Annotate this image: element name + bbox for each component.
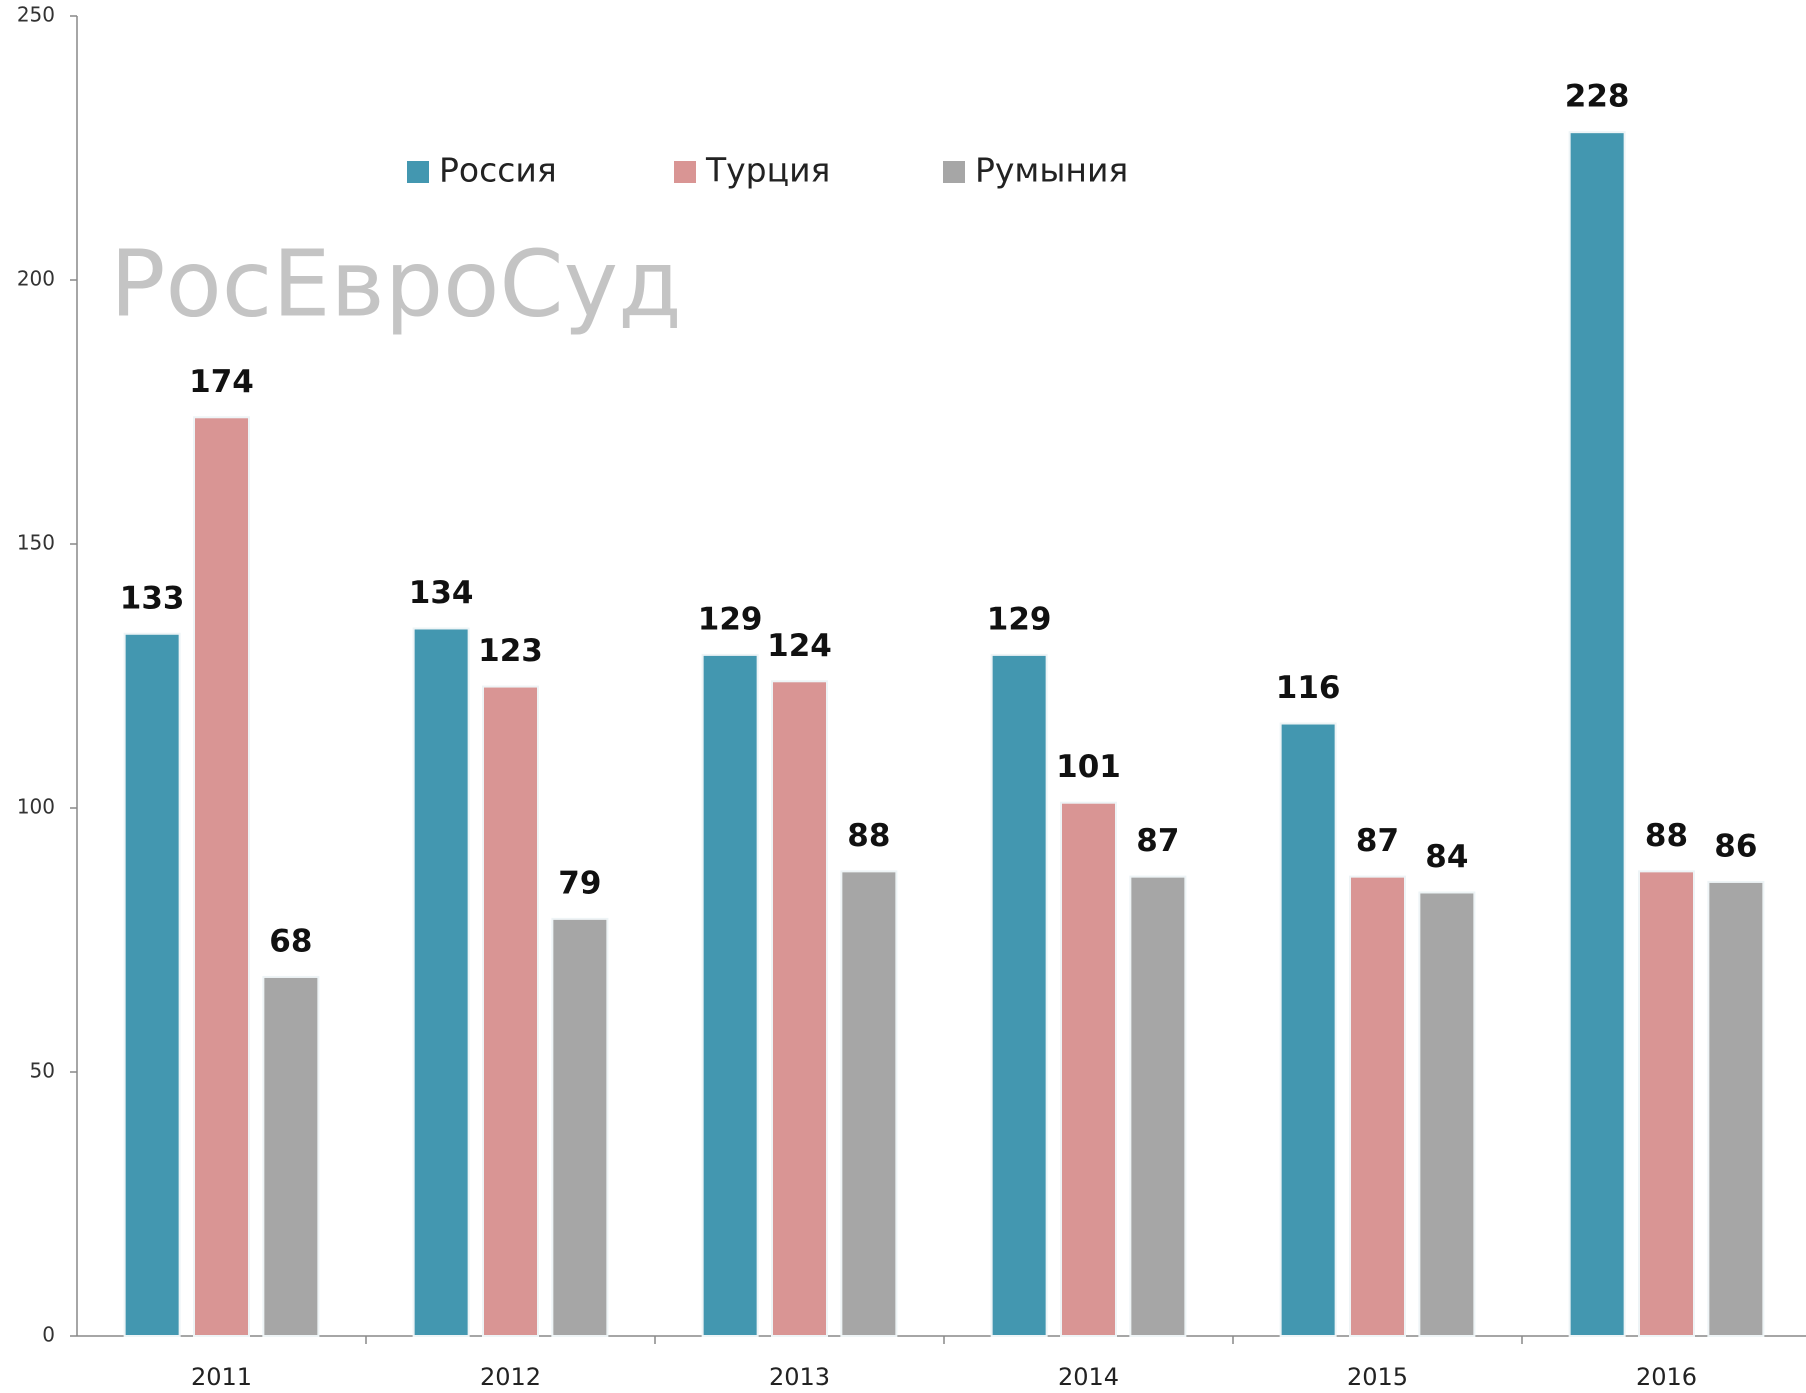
data-label: 68: [269, 923, 312, 959]
data-label: 88: [847, 818, 890, 854]
x-tick-label: 2016: [1636, 1363, 1697, 1391]
data-label: 129: [698, 601, 763, 637]
bar: [482, 685, 539, 1337]
data-label: 101: [1056, 749, 1121, 785]
data-label: 87: [1136, 823, 1179, 859]
bar: [262, 975, 320, 1338]
legend-swatch: [674, 161, 696, 183]
data-label: 133: [120, 580, 185, 616]
data-label: 79: [558, 865, 601, 901]
y-tick-label: 250: [17, 3, 55, 27]
data-label: 123: [478, 633, 543, 669]
bar: [1707, 880, 1765, 1337]
y-tick-label: 50: [30, 1059, 55, 1083]
bar: [1418, 891, 1476, 1337]
data-label: 134: [409, 575, 474, 611]
x-tick-label: 2011: [191, 1363, 252, 1391]
data-label: 88: [1645, 818, 1688, 854]
data-label: 124: [767, 628, 832, 664]
data-label: 84: [1425, 839, 1468, 875]
data-label: 228: [1565, 79, 1630, 115]
y-tick-label: 150: [17, 531, 55, 555]
legend-label: Россия: [439, 151, 557, 190]
bar: [990, 653, 1048, 1337]
bar: [1568, 131, 1626, 1337]
y-tick-label: 100: [17, 795, 55, 819]
legend-label: Румыния: [975, 151, 1128, 190]
data-label: 87: [1356, 823, 1399, 859]
bar: [1060, 801, 1117, 1337]
legend-swatch: [943, 161, 965, 183]
bar: [193, 416, 250, 1337]
y-tick-label: 0: [42, 1323, 55, 1347]
bar: [412, 627, 470, 1337]
y-tick-label: 200: [17, 267, 55, 291]
x-tick-label: 2014: [1058, 1363, 1119, 1391]
bar: [771, 680, 828, 1337]
data-label: 129: [987, 601, 1052, 637]
bar: [840, 870, 898, 1337]
legend-label: Турция: [705, 151, 830, 190]
x-tick-label: 2013: [769, 1363, 830, 1391]
x-tick-label: 2012: [480, 1363, 541, 1391]
bar: [1279, 722, 1337, 1337]
data-label: 116: [1276, 670, 1341, 706]
data-label: 174: [189, 364, 254, 400]
bar: [1349, 875, 1406, 1337]
bar: [701, 653, 759, 1337]
bar: [551, 917, 609, 1337]
bar: [123, 632, 181, 1337]
x-tick-label: 2015: [1347, 1363, 1408, 1391]
watermark: РосЕвроСуд: [110, 230, 682, 337]
bar: [1638, 870, 1695, 1337]
data-label: 86: [1714, 828, 1757, 864]
bar: [1129, 875, 1187, 1337]
legend-swatch: [407, 161, 429, 183]
